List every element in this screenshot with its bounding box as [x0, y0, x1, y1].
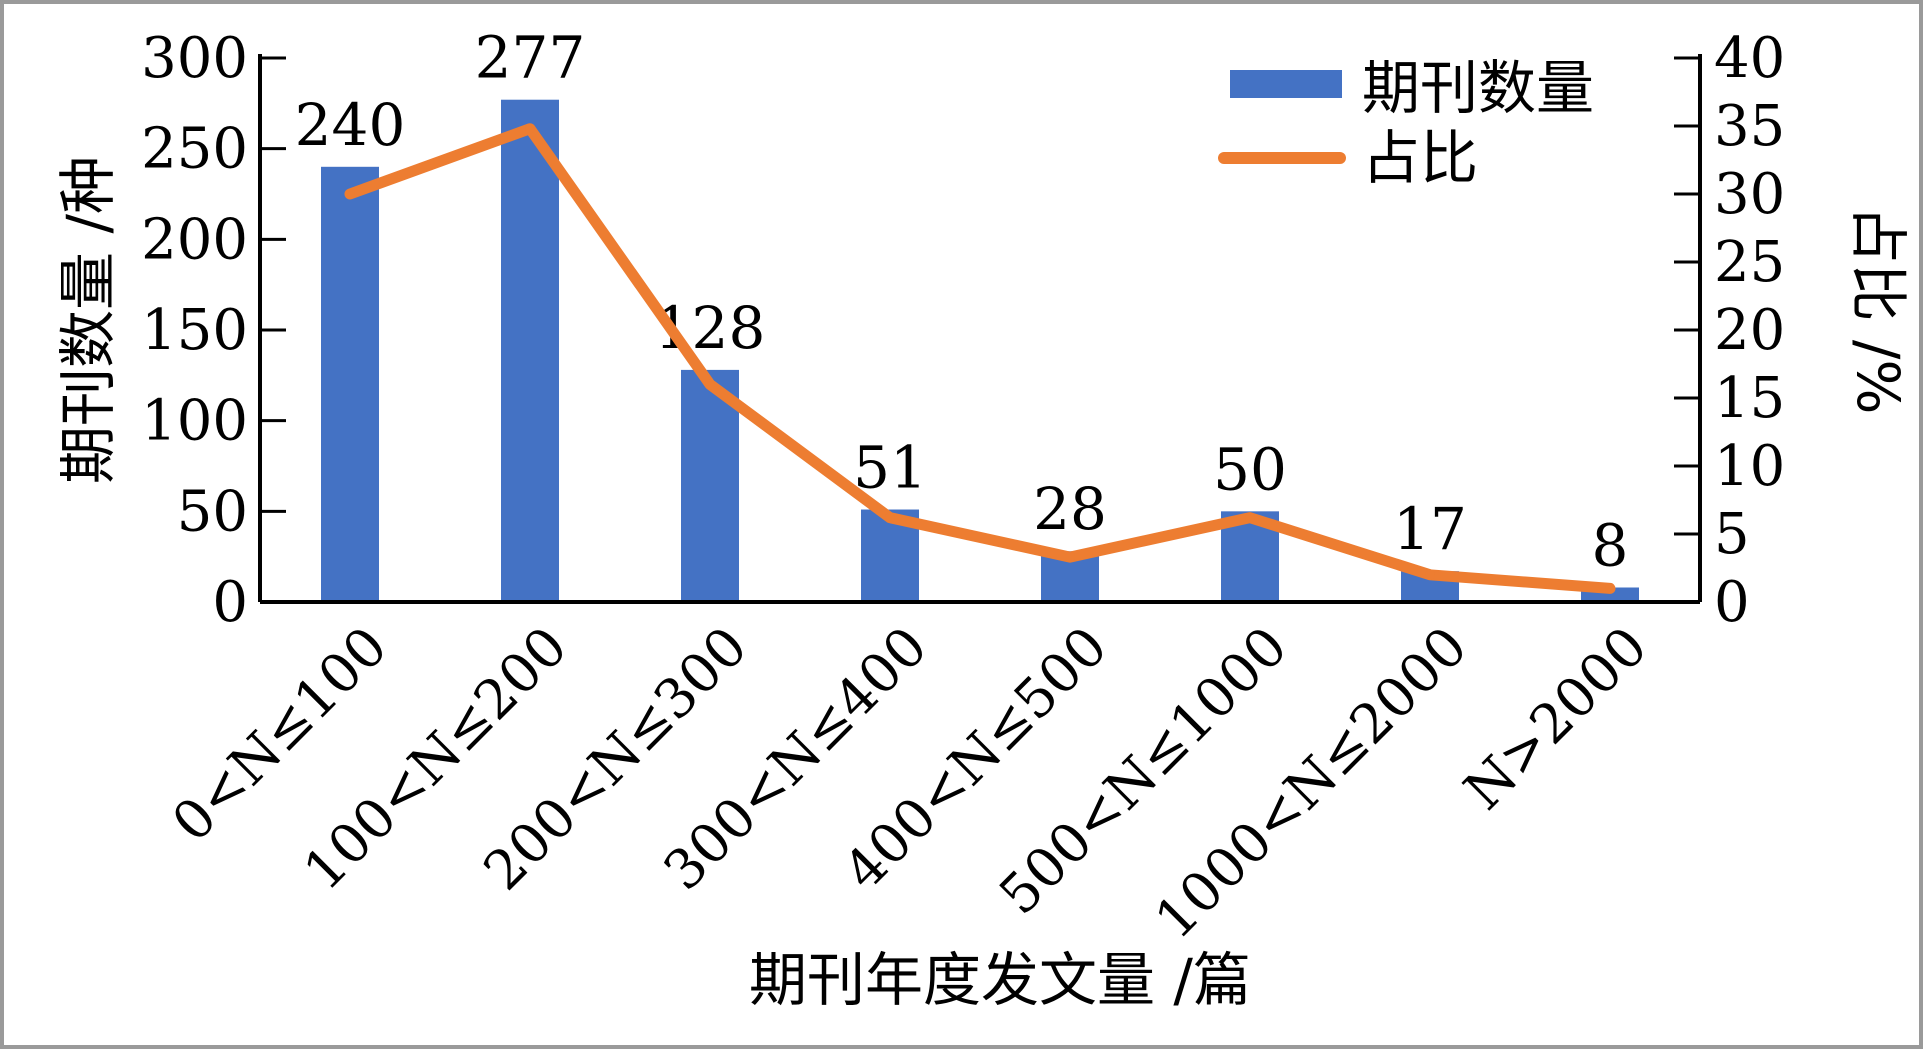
y-tick-label-left-5: 250 [141, 117, 248, 182]
legend-swatch-bar [1230, 70, 1342, 98]
y-axis-title-left: 期刊数量 /种 [54, 156, 122, 484]
y-tick-label-left-3: 150 [141, 298, 248, 363]
y-tick-label-right-5: 25 [1714, 230, 1785, 295]
line-point-3 [705, 379, 715, 390]
y-tick-label-right-0: 0 [1714, 570, 1750, 635]
line-point-8 [1605, 583, 1615, 594]
bar-1 [321, 166, 379, 603]
y-tick-label-right-7: 35 [1714, 94, 1785, 159]
y-tick-label-left-6: 300 [141, 26, 248, 91]
data-label-7: 17 [1393, 495, 1467, 563]
line-series-proportion [344, 123, 1616, 594]
y-tick-label-right-6: 30 [1714, 162, 1785, 227]
line-point-7 [1425, 569, 1435, 580]
bar-2 [501, 99, 559, 602]
y-tick-label-right-2: 10 [1714, 434, 1785, 499]
line-point-6 [1245, 512, 1255, 523]
x-tick-label-7: 1000<N≤2000 [1143, 615, 1479, 951]
y-tick-label-left-4: 200 [141, 207, 248, 272]
y-axis-title-right: 占比 /% [1844, 205, 1912, 414]
data-label-6: 50 [1213, 435, 1287, 503]
axes: 05010015020025030005101520253035400<N≤10… [141, 26, 1785, 951]
y-tick-label-left-2: 100 [141, 389, 248, 454]
legend-label-bar: 期刊数量 [1362, 54, 1594, 122]
line-point-1 [345, 189, 355, 199]
x-axis-title: 期刊年度发文量 /篇 [749, 946, 1251, 1014]
legend: 期刊数量 占比 [1218, 54, 1594, 192]
y-tick-label-right-4: 20 [1714, 298, 1785, 363]
y-tick-label-left-0: 0 [212, 570, 248, 635]
data-label-2: 277 [475, 24, 586, 92]
y-tick-label-right-1: 5 [1714, 502, 1750, 567]
bar-3 [681, 369, 739, 602]
line-point-5 [1065, 552, 1075, 563]
legend-label-line: 占比 [1362, 124, 1478, 192]
x-tick-label-8: N>2000 [1452, 615, 1659, 822]
y-tick-label-left-1: 50 [177, 479, 248, 544]
data-label-4: 51 [853, 434, 927, 502]
data-label-1: 240 [295, 91, 406, 159]
y-tick-label-right-3: 15 [1714, 366, 1785, 431]
y-tick-label-right-8: 40 [1714, 26, 1785, 91]
line-point-2 [525, 123, 535, 134]
data-label-8: 8 [1592, 511, 1629, 579]
line-point-4 [885, 512, 895, 523]
data-label-5: 28 [1033, 475, 1107, 543]
